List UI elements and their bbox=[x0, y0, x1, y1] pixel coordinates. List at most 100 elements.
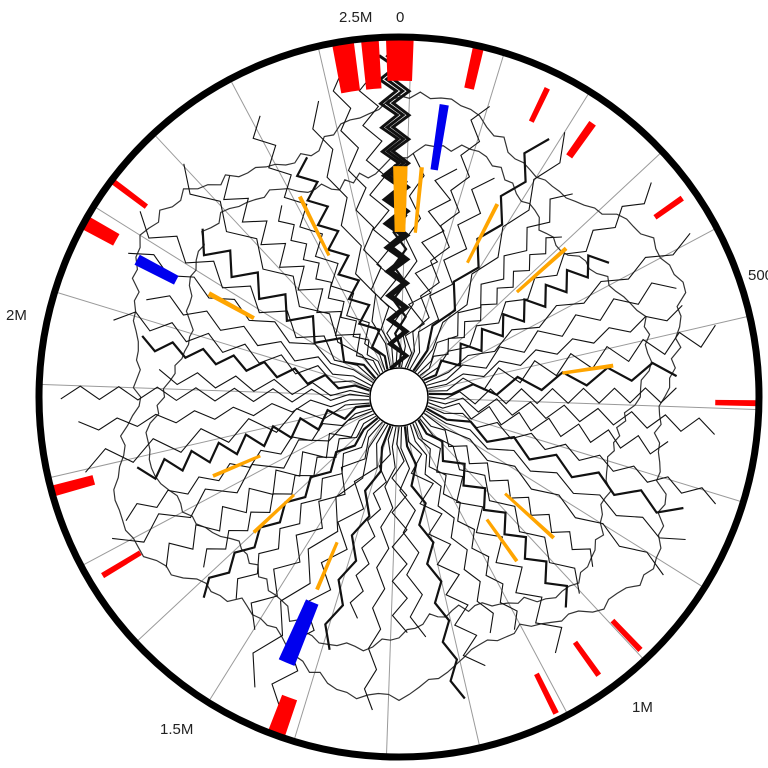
zigzag-stroke bbox=[201, 228, 377, 380]
radial-line bbox=[317, 46, 393, 368]
feature-blocks bbox=[53, 36, 760, 739]
zigzag-stroke bbox=[349, 426, 394, 619]
zigzag-stroke bbox=[324, 425, 392, 650]
red-feature bbox=[653, 195, 684, 220]
zigzag-stroke bbox=[85, 402, 370, 473]
tick-label-2m: 2M bbox=[6, 307, 27, 324]
zigzag-stroke bbox=[409, 424, 494, 634]
zigzag-stroke bbox=[414, 132, 566, 373]
red-feature bbox=[610, 618, 643, 652]
outer-ring bbox=[35, 33, 763, 761]
radial-line bbox=[412, 423, 569, 716]
zigzag-stroke bbox=[295, 156, 389, 370]
zigzag-stroke bbox=[332, 68, 394, 368]
radial-line bbox=[424, 412, 705, 589]
radial-line bbox=[385, 426, 399, 757]
zigzag-stroke bbox=[277, 205, 384, 373]
orange-feature bbox=[504, 492, 556, 540]
zigzag-stroke bbox=[125, 408, 372, 521]
zigzag-stroke bbox=[404, 168, 458, 368]
zigzag-stroke bbox=[428, 397, 715, 435]
zigzag-stroke bbox=[414, 421, 563, 654]
tick-label-500k: 500 bbox=[748, 267, 768, 284]
zigzag-stroke bbox=[158, 368, 370, 397]
zigzag-stroke bbox=[312, 100, 392, 369]
zigzag-stroke bbox=[425, 232, 691, 384]
red-feature bbox=[361, 40, 382, 90]
zigzag-stroke bbox=[252, 423, 386, 688]
zigzag-stroke bbox=[60, 385, 370, 403]
orange-feature bbox=[515, 246, 568, 294]
radial-line bbox=[427, 405, 744, 503]
red-feature bbox=[528, 87, 550, 123]
tick-label-0: 0 bbox=[396, 9, 404, 26]
zigzag-stroke bbox=[358, 71, 401, 368]
zigzag-stroke bbox=[409, 177, 495, 370]
zigzag-stroke bbox=[412, 138, 550, 372]
tick-label-2-5m: 2.5M bbox=[339, 9, 372, 26]
orange-feature bbox=[212, 454, 261, 478]
orange-feature bbox=[252, 493, 296, 534]
zigzag-stroke bbox=[363, 426, 397, 711]
orange-feature bbox=[207, 291, 255, 320]
orange-feature bbox=[562, 363, 614, 375]
zigzag-stroke bbox=[403, 426, 466, 700]
zigzag-stroke bbox=[425, 410, 686, 541]
radial-line bbox=[428, 315, 750, 391]
zigzag-stroke bbox=[112, 410, 373, 543]
blue-feature bbox=[134, 254, 179, 285]
orange-feature bbox=[413, 167, 424, 233]
orange-feature bbox=[315, 541, 339, 591]
zigzag-stroke bbox=[428, 402, 669, 455]
blue-feature bbox=[430, 104, 449, 171]
zigzag-stroke-dense bbox=[388, 53, 412, 370]
red-feature bbox=[715, 399, 760, 407]
radial-line bbox=[229, 78, 386, 371]
tick-label-1m: 1M bbox=[632, 699, 653, 716]
zigzag-stroke bbox=[399, 426, 427, 638]
zigzag-stroke bbox=[252, 115, 386, 371]
orange-feature bbox=[466, 203, 500, 264]
red-feature bbox=[53, 475, 96, 496]
zigzag-stroke bbox=[271, 424, 389, 712]
zigzag-stroke bbox=[139, 211, 375, 381]
red-feature bbox=[385, 36, 414, 81]
zigzag-stroke bbox=[417, 193, 573, 375]
orange-feature bbox=[297, 195, 331, 257]
zigzag-stroke bbox=[78, 399, 370, 431]
zigzag-stroke bbox=[427, 305, 683, 389]
zigzag-stroke bbox=[419, 418, 580, 594]
zigzag-stroke bbox=[250, 421, 383, 630]
orange-feature bbox=[485, 518, 519, 563]
radial-line bbox=[405, 426, 481, 748]
radial-line bbox=[420, 151, 663, 377]
zigzag-stroke bbox=[183, 163, 379, 376]
zigzag-stroke bbox=[423, 412, 664, 576]
red-feature bbox=[332, 42, 361, 94]
red-feature bbox=[464, 44, 485, 90]
zigzag-stroke bbox=[419, 236, 562, 376]
zigzag-stroke bbox=[412, 423, 518, 630]
tick-label-1-5m: 1.5M bbox=[160, 721, 193, 738]
orange-feature bbox=[393, 166, 408, 233]
zigzag-stroke bbox=[136, 404, 371, 481]
zigzag-stroke bbox=[391, 426, 408, 633]
red-feature bbox=[101, 550, 142, 579]
radial-line bbox=[39, 383, 370, 397]
zigzag-stroke bbox=[203, 415, 377, 568]
zigzag-stroke bbox=[235, 419, 380, 599]
red-feature bbox=[566, 120, 596, 159]
radial-line bbox=[428, 397, 759, 411]
red-feature bbox=[112, 179, 149, 209]
radial-line bbox=[54, 291, 371, 389]
zigzag-stroke bbox=[113, 311, 371, 390]
radial-line bbox=[425, 227, 718, 384]
zigzag-stroke bbox=[165, 413, 375, 568]
zigzag-stroke bbox=[417, 419, 569, 608]
red-feature bbox=[572, 640, 602, 677]
contour-ring bbox=[113, 91, 687, 702]
zigzag-stroke bbox=[426, 407, 684, 514]
zigzag-stroke bbox=[428, 361, 678, 396]
zigzag-track bbox=[60, 53, 717, 712]
